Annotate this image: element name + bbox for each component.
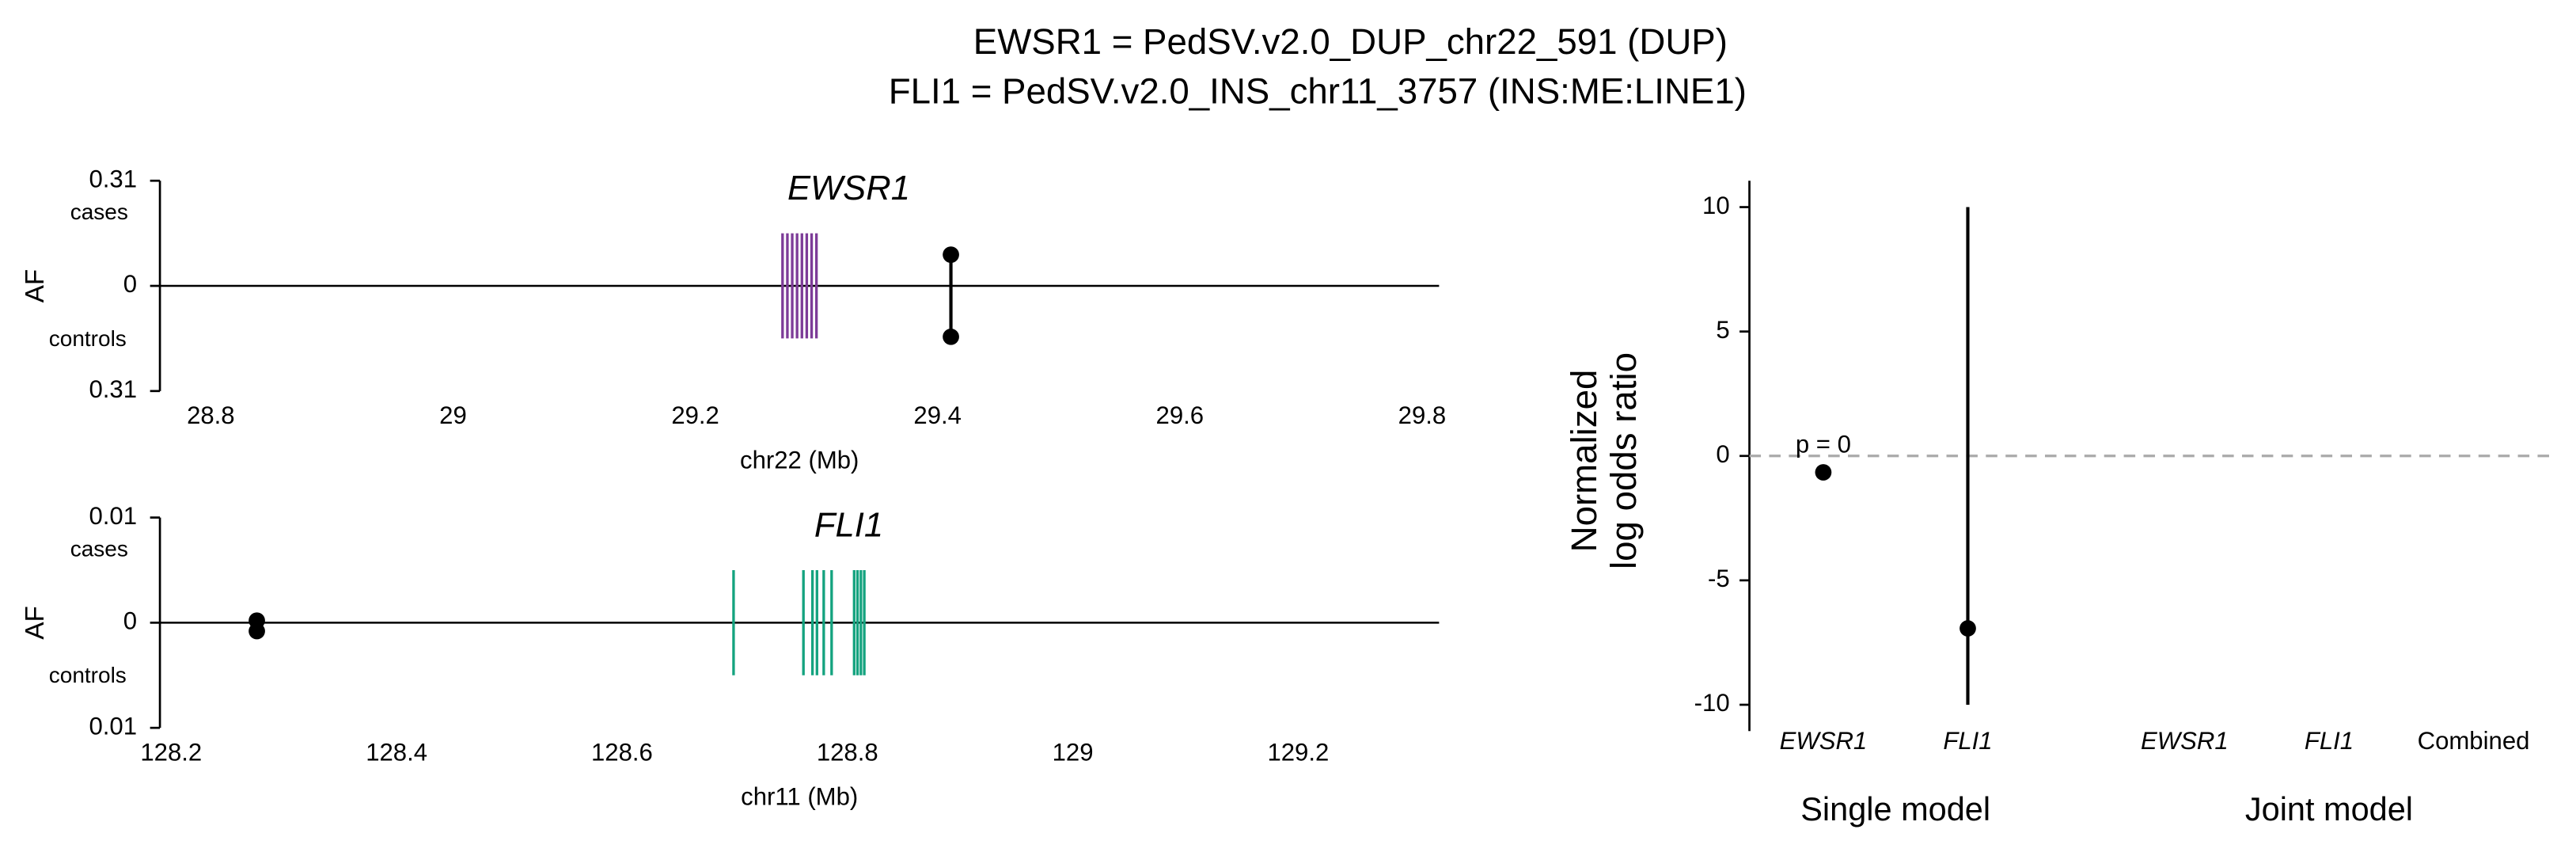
estimate-point (1815, 464, 1832, 481)
case-af-point (943, 246, 959, 263)
y-tick-label: -10 (1694, 689, 1730, 717)
estimate-point (1960, 620, 1976, 637)
x-tick-label: 128.6 (591, 739, 653, 767)
title-line: EWSR1 = PedSV.v2.0_DUP_chr22_591 (DUP) (973, 21, 1728, 62)
x-tick-label: 128.2 (140, 739, 202, 767)
control-af-point (943, 328, 959, 345)
y-axis-label: Normalized (1564, 370, 1604, 553)
x-tick-label: 129.2 (1267, 739, 1329, 767)
x-tick-label: Combined (2418, 727, 2530, 755)
group-label: Single model (1800, 790, 1990, 827)
x-tick-label: 128.4 (366, 739, 427, 767)
y-tick-label: 5 (1716, 316, 1729, 344)
y-tick-label: 0.01 (89, 712, 137, 740)
x-tick-label: 29.8 (1398, 401, 1447, 429)
y-tick-label: 0 (1716, 440, 1729, 468)
x-tick-label: 28.8 (187, 401, 235, 429)
y-axis-label: AF (21, 269, 50, 302)
y-axis-label: log odds ratio (1603, 352, 1644, 569)
annotation: p = 0 (1796, 431, 1851, 458)
x-tick-label: EWSR1 (2141, 727, 2229, 755)
controls-label: controls (49, 326, 127, 351)
gene-name: FLI1 (814, 507, 883, 545)
y-tick-label: 0 (123, 607, 137, 635)
x-tick-label: 128.8 (817, 739, 878, 767)
x-tick-label: FLI1 (2305, 727, 2354, 755)
x-tick-label: EWSR1 (1780, 727, 1868, 755)
y-tick-label: 0.01 (89, 502, 137, 530)
group-label: Joint model (2245, 790, 2413, 827)
x-tick-label: FLI1 (1943, 727, 1992, 755)
y-axis-label: AF (21, 606, 50, 639)
y-tick-label: 0.31 (89, 375, 137, 403)
x-tick-label: 29.4 (913, 401, 962, 429)
cases-label: cases (70, 536, 128, 561)
y-tick-label: 0.31 (89, 165, 137, 192)
x-tick-label: 129 (1053, 739, 1094, 767)
y-tick-label: 10 (1702, 192, 1730, 219)
cases-label: cases (70, 200, 128, 224)
x-axis-label: chr11 (Mb) (741, 783, 858, 811)
x-axis-label: chr22 (Mb) (740, 446, 859, 474)
gene-name: EWSR1 (787, 169, 910, 207)
x-tick-label: 29.6 (1156, 401, 1205, 429)
x-tick-label: 29 (439, 401, 467, 429)
title-line: FLI1 = PedSV.v2.0_INS_chr11_3757 (INS:ME… (889, 70, 1747, 111)
x-tick-label: 29.2 (671, 401, 719, 429)
y-tick-label: -5 (1708, 565, 1730, 592)
y-tick-label: 0 (123, 270, 137, 298)
control-af-point (248, 622, 265, 640)
controls-label: controls (49, 663, 127, 687)
